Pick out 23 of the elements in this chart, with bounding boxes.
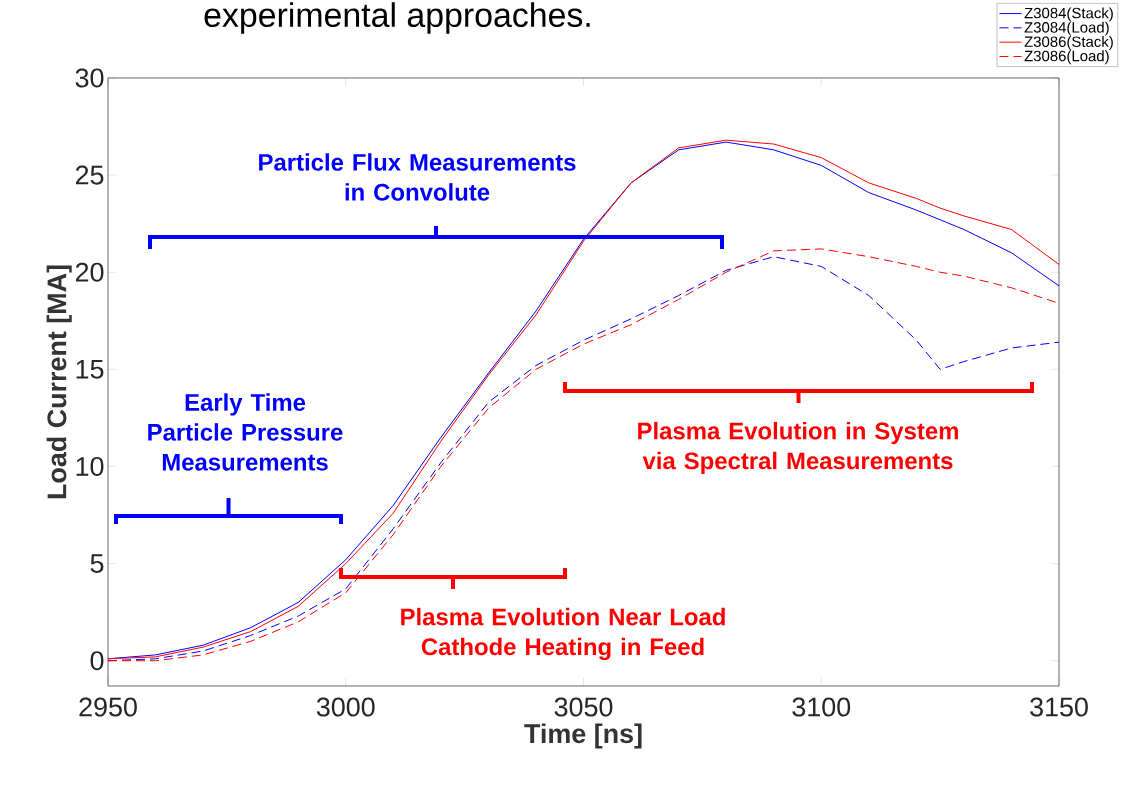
x-tick-label: 3000 <box>316 697 375 717</box>
legend-label: Z3084(Load) <box>1024 21 1109 36</box>
x-axis-title: Time [ns] <box>524 723 642 749</box>
legend-label: Z3086(Load) <box>1024 50 1109 65</box>
y-tick-label: 10 <box>76 456 104 477</box>
legend-label: Z3084(Stack) <box>1024 7 1113 22</box>
annotation: Plasma Evolution in System via Spectral Measurements <box>638 421 958 475</box>
annotation: Plasma Evolution Near Load Cathode Heating in Feed <box>401 607 725 661</box>
y-tick-label: 20 <box>75 262 104 282</box>
x-tick-label: 3050 <box>554 697 613 717</box>
x-tick-label: 2950 <box>79 697 137 717</box>
annotation: Early Time Particle Pressure Measurements <box>148 393 343 471</box>
y-tick-label: 15 <box>76 359 104 379</box>
y-tick-label: 5 <box>90 554 104 573</box>
y-tick-label: 30 <box>75 68 104 88</box>
y-axis-title: Load Current [MA] <box>46 265 72 499</box>
x-tick-label: 3100 <box>792 697 851 717</box>
annotation: Particle Flux Measurements in Convolute <box>259 153 576 201</box>
x-tick-label: 3150 <box>1030 697 1088 717</box>
y-tick-label: 25 <box>75 165 104 185</box>
y-tick-label: 0 <box>90 651 104 671</box>
legend-label: Z3086(Stack) <box>1024 36 1113 50</box>
chart-title: experimental approaches. <box>204 2 590 34</box>
